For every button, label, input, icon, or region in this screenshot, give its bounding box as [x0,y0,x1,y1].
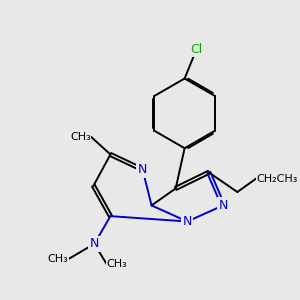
Text: N: N [90,237,99,250]
Text: N: N [138,163,147,176]
Text: Cl: Cl [190,44,202,56]
Text: CH₂CH₃: CH₂CH₃ [256,174,298,184]
Text: N: N [183,215,192,228]
Text: N: N [218,199,228,212]
Text: CH₃: CH₃ [70,132,91,142]
Text: CH₃: CH₃ [48,254,68,264]
Text: CH₃: CH₃ [107,260,128,269]
